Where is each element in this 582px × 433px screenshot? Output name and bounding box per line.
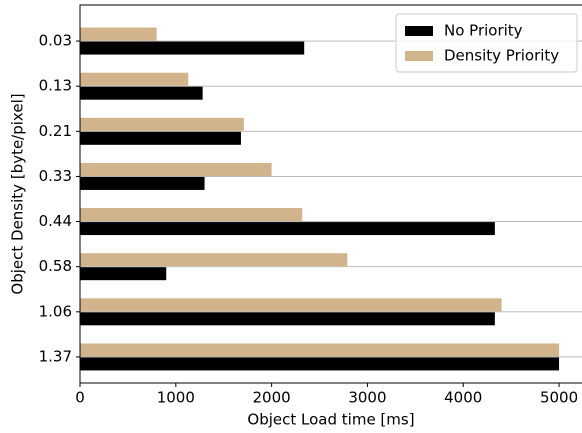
legend-label: Density Priority: [444, 47, 559, 65]
y-tick-label: 0.58: [39, 257, 72, 275]
bar: [80, 72, 189, 86]
x-tick-label: 1000: [157, 389, 195, 407]
x-tick-label: 3000: [348, 389, 386, 407]
x-tick-label: 5000: [540, 389, 578, 407]
legend-box: [395, 13, 578, 73]
y-tick-label: 1.37: [39, 347, 72, 365]
bar: [80, 312, 495, 326]
y-tick-label: 0.03: [39, 32, 72, 50]
plot-frame: [79, 4, 582, 384]
bar: [80, 41, 305, 55]
bar: [80, 117, 244, 131]
legend-label: No Priority: [444, 22, 523, 40]
x-axis-label: Object Load time [ms]: [247, 411, 414, 429]
y-tick-label: 0.13: [39, 77, 72, 95]
y-tick-label: 0.44: [39, 212, 72, 230]
legend-swatch: [405, 26, 433, 36]
bar: [80, 343, 560, 357]
bar: [80, 357, 560, 371]
bar: [80, 222, 495, 236]
y-tick-label: 0.21: [39, 122, 72, 140]
x-tick-label: 4000: [444, 389, 482, 407]
bar: [80, 267, 167, 281]
y-tick-label: 1.06: [39, 302, 72, 320]
bar: [80, 162, 272, 176]
bar: [80, 253, 348, 267]
bar: [80, 208, 303, 222]
legend-swatch: [405, 51, 433, 61]
y-axis-label: Object Density [byte/pixel]: [9, 93, 27, 294]
bar: [80, 176, 205, 190]
bar: [80, 131, 241, 145]
bar: [80, 298, 502, 312]
bar: [80, 27, 157, 41]
x-tick-label: 2000: [253, 389, 291, 407]
x-tick-label: 0: [75, 389, 85, 407]
y-tick-label: 0.33: [39, 167, 72, 185]
bar: [80, 86, 203, 100]
